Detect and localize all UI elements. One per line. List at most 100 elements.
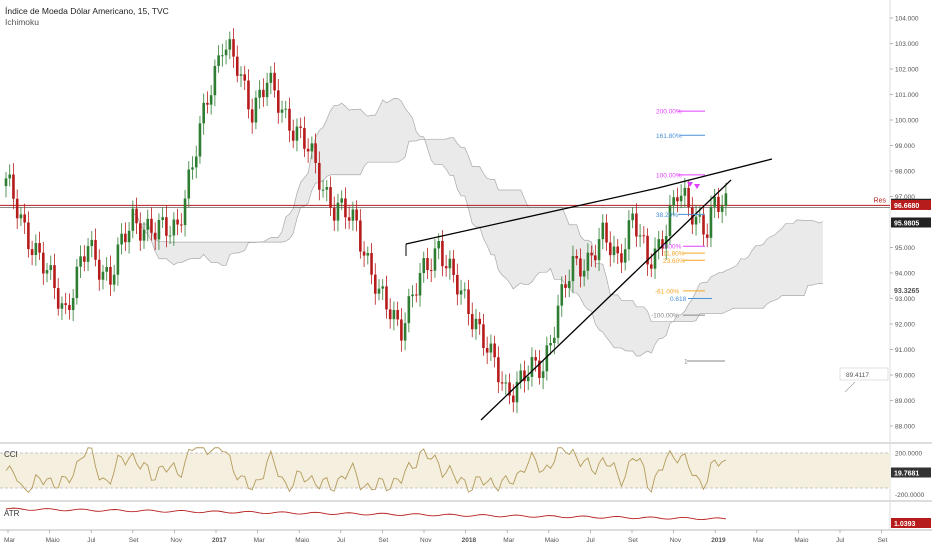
candle-body bbox=[556, 305, 560, 338]
candle-body bbox=[653, 248, 657, 269]
candle-body bbox=[538, 360, 541, 378]
candle-body bbox=[541, 371, 545, 378]
atr-last-label: 1.0393 bbox=[894, 521, 916, 528]
candle-body bbox=[314, 143, 317, 163]
price-label: 93.3265 bbox=[894, 288, 919, 295]
candle-body bbox=[679, 195, 683, 202]
candle-body bbox=[456, 274, 459, 295]
cci-pane-label: CCI bbox=[4, 450, 18, 459]
candle-body bbox=[493, 343, 496, 358]
candle-body bbox=[79, 256, 82, 267]
fib-level-label: 100.00% bbox=[656, 172, 682, 179]
fib-level-label: -61.00% bbox=[655, 288, 679, 295]
y-tick-label: 97.000 bbox=[895, 194, 915, 201]
candle-body bbox=[646, 235, 649, 265]
candle-body bbox=[411, 294, 414, 297]
candle-body bbox=[340, 198, 343, 203]
candle-body bbox=[586, 252, 590, 271]
candle-body bbox=[459, 290, 463, 295]
price-label: 96.6680 bbox=[894, 203, 919, 210]
y-tick-label: 102.000 bbox=[895, 67, 919, 74]
candle-body bbox=[239, 74, 243, 76]
candle-body bbox=[347, 217, 351, 221]
y-tick-label: 92.000 bbox=[895, 322, 915, 329]
candle-body bbox=[209, 95, 213, 105]
candle-body bbox=[370, 252, 373, 275]
candle-body bbox=[396, 310, 399, 320]
candle-body bbox=[68, 304, 71, 311]
x-tick-label: Set bbox=[628, 537, 638, 544]
y-tick-label: 99.000 bbox=[895, 143, 915, 150]
candle-body bbox=[579, 258, 582, 277]
candle-body bbox=[433, 248, 437, 271]
candle-body bbox=[161, 217, 164, 220]
candle-body bbox=[4, 178, 8, 187]
candle-body bbox=[582, 270, 586, 277]
candle-body bbox=[702, 215, 705, 235]
candle-body bbox=[8, 174, 12, 179]
candle-body bbox=[187, 169, 191, 199]
candle-body bbox=[247, 80, 250, 110]
candle-body bbox=[497, 357, 500, 383]
candle-body bbox=[27, 222, 30, 250]
fib-level-label: 0.618 bbox=[670, 296, 687, 303]
candle-body bbox=[426, 258, 429, 271]
resistance-label: Res bbox=[874, 197, 887, 204]
candle-body bbox=[534, 357, 537, 361]
candle-body bbox=[269, 72, 273, 83]
x-tick-label: 2018 bbox=[462, 537, 477, 544]
candle-body bbox=[478, 318, 482, 325]
candle-body bbox=[206, 102, 209, 105]
candle-body bbox=[515, 381, 519, 403]
ichimoku-span-b bbox=[132, 137, 823, 323]
candle-body bbox=[105, 266, 109, 272]
fib-level-label: 0.00% bbox=[663, 244, 682, 251]
candle-body bbox=[124, 233, 127, 243]
candle-body bbox=[717, 196, 720, 212]
candle-body bbox=[508, 382, 511, 396]
annotation-label: 89.4117 bbox=[846, 372, 869, 379]
candle-body bbox=[295, 126, 299, 141]
candle-body bbox=[616, 246, 620, 254]
candle-body bbox=[94, 239, 97, 260]
candle-body bbox=[258, 89, 261, 98]
candle-body bbox=[470, 314, 474, 330]
candle-body bbox=[157, 219, 161, 240]
chart-title: Índice de Moeda Dólar Americano, 15, TVC bbox=[5, 6, 169, 16]
candle-body bbox=[504, 382, 508, 384]
candle-body bbox=[400, 319, 403, 341]
candle-body bbox=[549, 342, 552, 346]
fib-level-label: 161.80% bbox=[656, 133, 682, 140]
x-tick-label: Nov bbox=[420, 537, 432, 544]
candle-body bbox=[250, 109, 254, 123]
candle-body bbox=[168, 235, 172, 237]
candle-body bbox=[605, 222, 608, 243]
candle-body bbox=[75, 266, 79, 299]
candle-body bbox=[489, 343, 493, 353]
x-tick-label: Jul bbox=[836, 537, 845, 544]
candle-body bbox=[23, 214, 26, 223]
candle-body bbox=[232, 39, 235, 57]
y-tick-label: 89.000 bbox=[895, 398, 915, 405]
atr-last-box bbox=[891, 518, 931, 528]
candle-body bbox=[120, 233, 123, 245]
candle-body bbox=[407, 296, 411, 324]
candle-body bbox=[553, 337, 556, 343]
candle-body bbox=[265, 82, 269, 98]
candle-body bbox=[388, 309, 392, 320]
candle-body bbox=[150, 218, 153, 233]
annotation-box bbox=[839, 367, 889, 381]
wedge-upper-line bbox=[405, 187, 659, 245]
candle-body bbox=[135, 208, 138, 224]
candle-body bbox=[97, 259, 101, 280]
candle-body bbox=[635, 213, 638, 237]
candle-body bbox=[560, 284, 564, 306]
candle-body bbox=[202, 102, 205, 124]
candle-body bbox=[53, 265, 56, 289]
candle-body bbox=[180, 224, 183, 226]
candle-body bbox=[138, 223, 142, 241]
candle-body bbox=[60, 303, 64, 309]
cci-last-box bbox=[891, 467, 931, 478]
candle-body bbox=[235, 56, 239, 76]
